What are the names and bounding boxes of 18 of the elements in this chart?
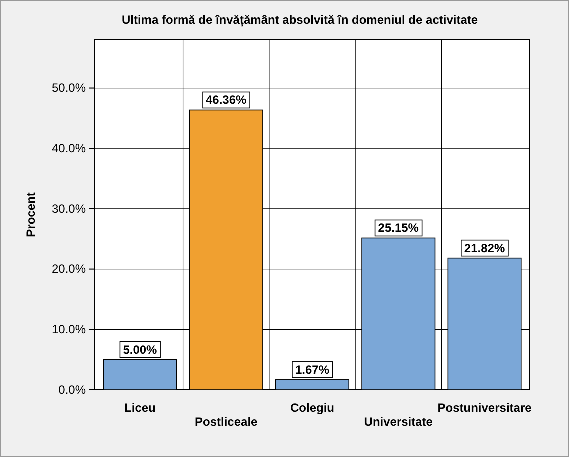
y-tick-label: 10.0% — [52, 322, 86, 336]
data-label: 25.15% — [378, 221, 420, 236]
y-axis-title: Procent — [24, 192, 38, 238]
chart-title: Ultima formă de învățământ absolvită în domeniul de activitate — [122, 13, 478, 27]
y-tick-label: 50.0% — [52, 81, 86, 96]
x-tick-label: Universitate — [364, 415, 434, 429]
y-tick-label: 20.0% — [52, 262, 86, 276]
y-tick-label: 30.0% — [52, 202, 86, 216]
y-tick-label: 0.0% — [58, 382, 86, 397]
data-label: 46.36% — [206, 93, 248, 108]
x-tick-label: Liceu — [124, 401, 156, 415]
x-tick-label: Postuniversitare — [438, 401, 532, 415]
x-tick-label: Colegiu — [290, 401, 334, 415]
y-tick-label: 40.0% — [52, 141, 86, 156]
data-label: 1.67% — [295, 362, 330, 377]
x-tick-label: Postliceale — [195, 415, 258, 429]
data-label: 21.82% — [464, 241, 506, 256]
data-label: 5.00% — [123, 342, 158, 357]
